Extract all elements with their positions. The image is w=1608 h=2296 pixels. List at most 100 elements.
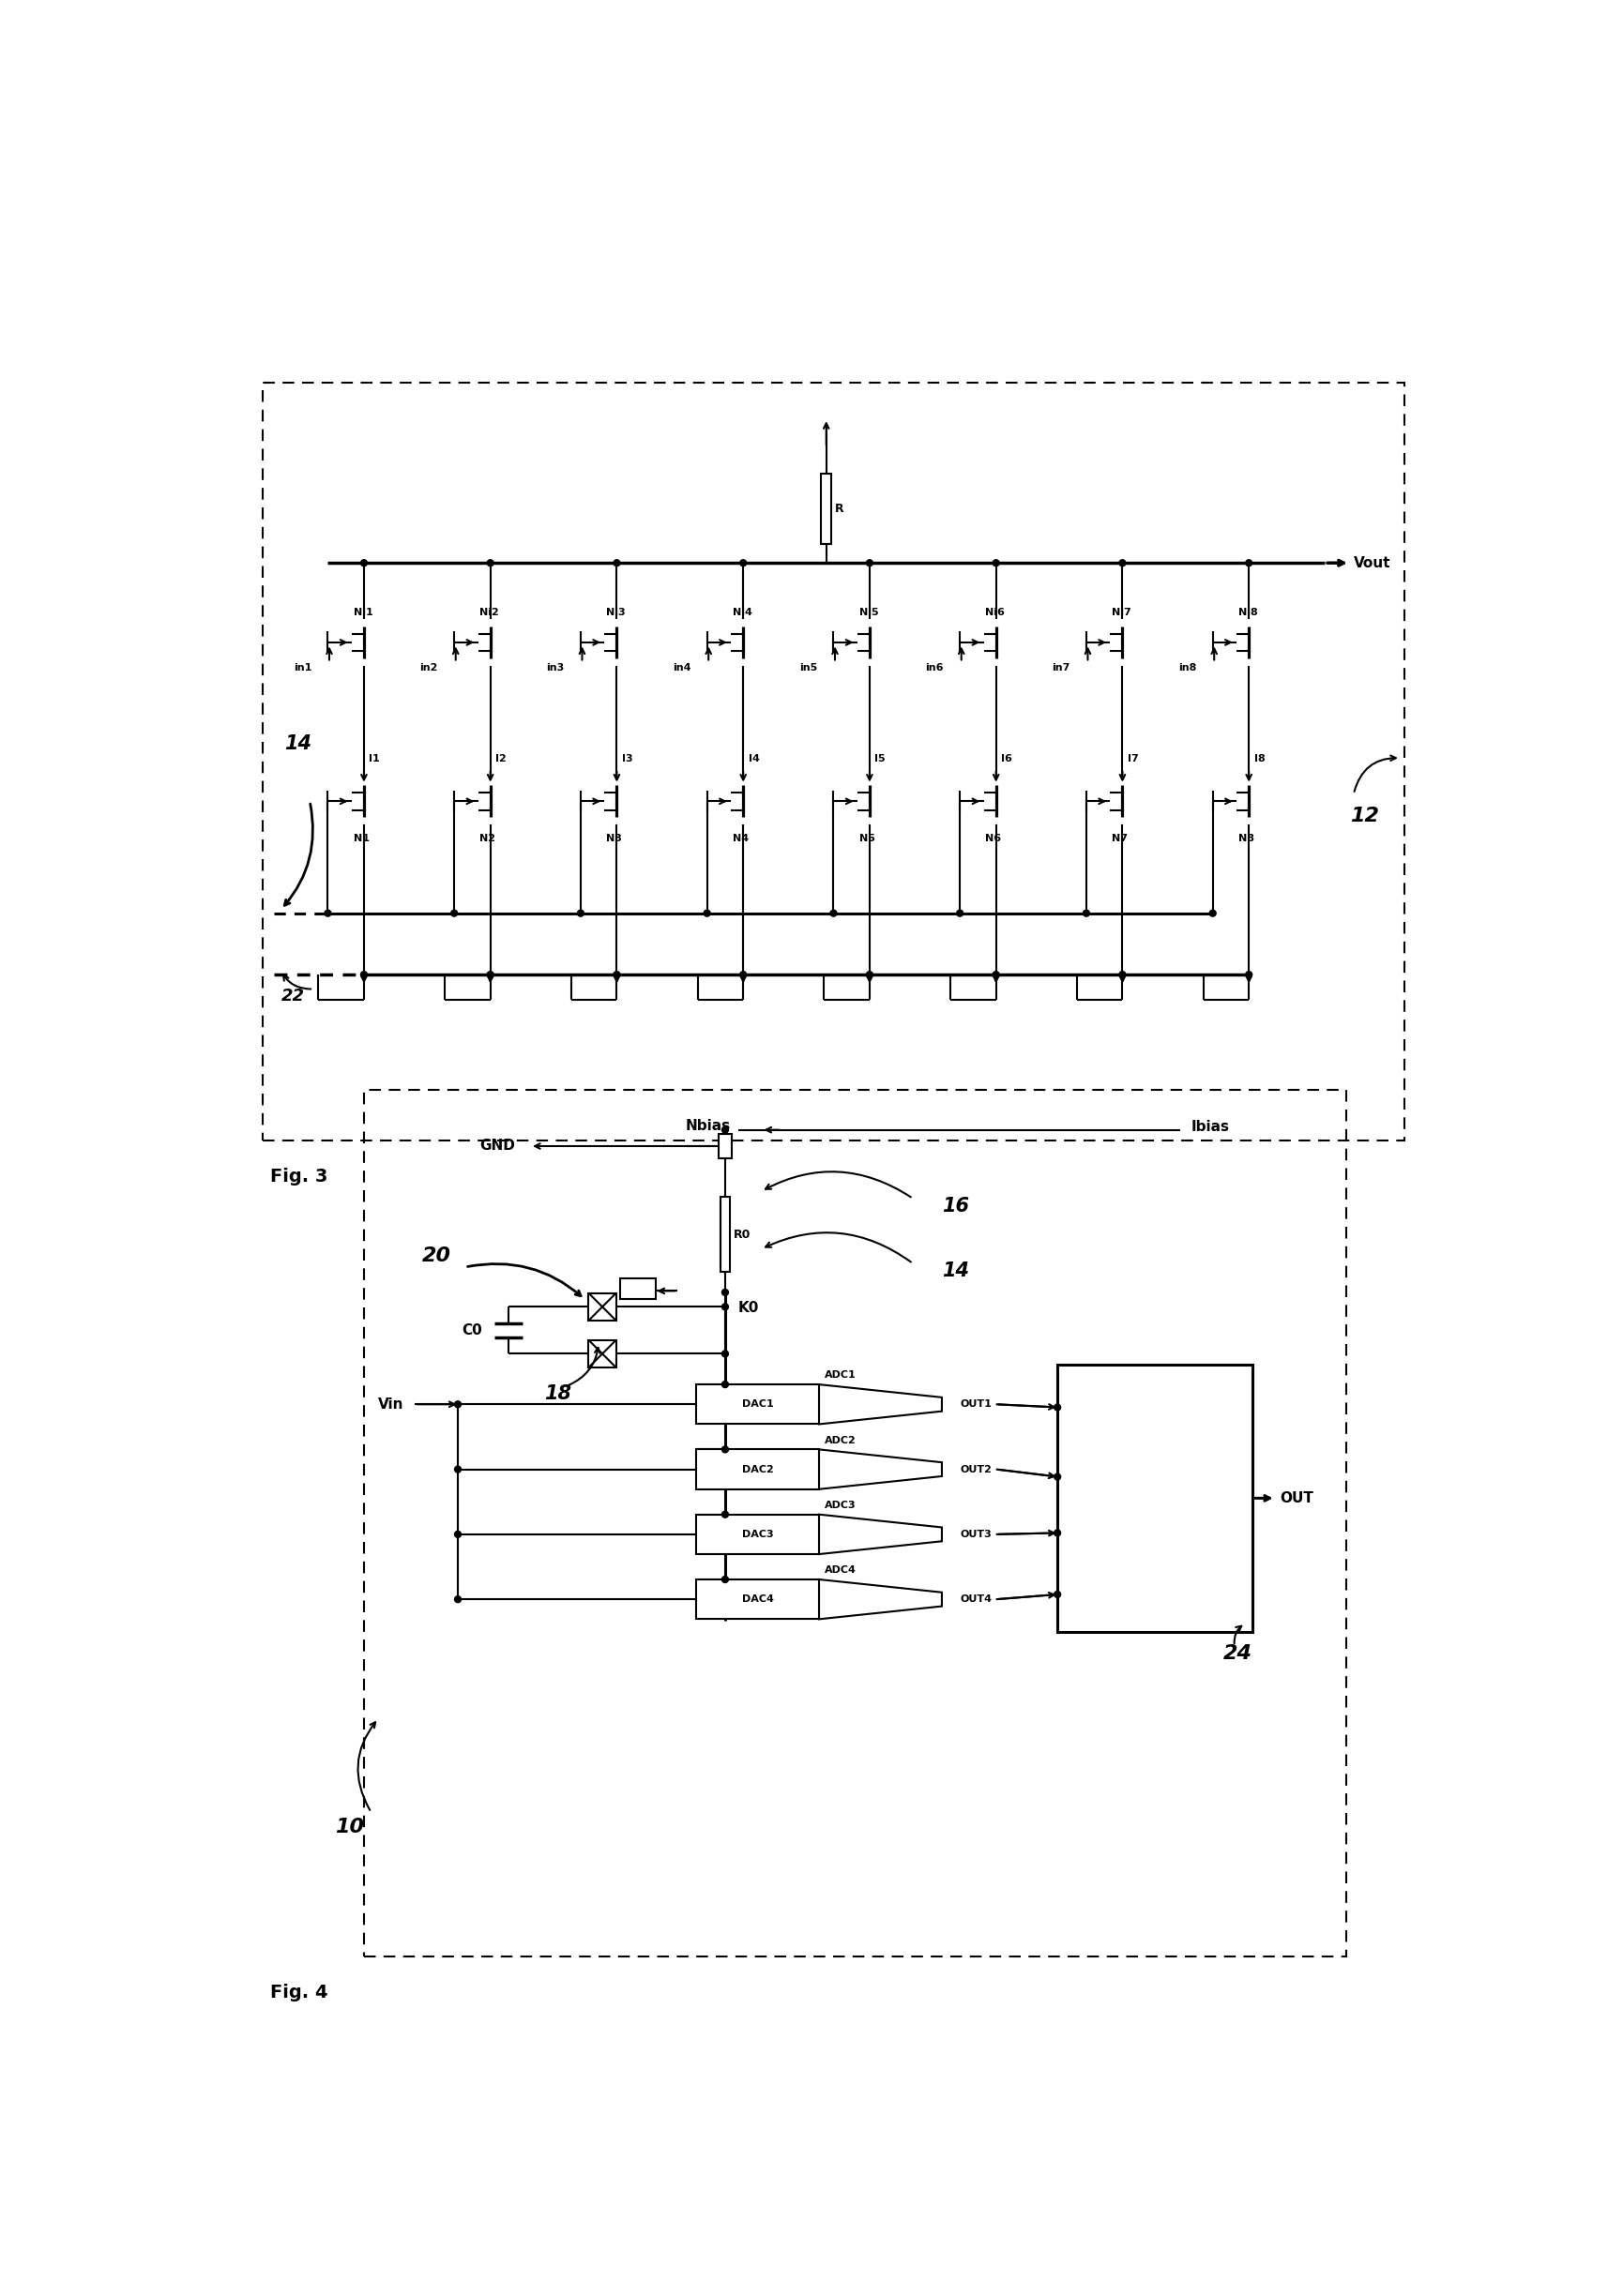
Text: GND: GND	[479, 1139, 515, 1153]
Text: N3: N3	[606, 833, 622, 843]
Text: 12: 12	[1351, 806, 1380, 824]
Text: OUT1: OUT1	[960, 1401, 992, 1410]
Circle shape	[1055, 1405, 1061, 1410]
Text: Ni3: Ni3	[606, 608, 626, 618]
Text: C0: C0	[461, 1322, 482, 1336]
Text: DAC4: DAC4	[741, 1596, 773, 1605]
Text: ADC2: ADC2	[825, 1435, 857, 1444]
Text: 14: 14	[942, 1261, 970, 1281]
Bar	[619, 1279, 656, 1300]
Text: in8: in8	[1179, 664, 1196, 673]
Text: Ni6: Ni6	[986, 608, 1005, 618]
Circle shape	[740, 560, 746, 567]
Text: ADC1: ADC1	[825, 1371, 857, 1380]
Bar	[262, 383, 1404, 1141]
Text: K0: K0	[738, 1302, 759, 1316]
Text: I1: I1	[368, 755, 379, 765]
Text: R0: R0	[733, 1228, 751, 1240]
Circle shape	[360, 971, 367, 978]
Circle shape	[722, 1350, 728, 1357]
Text: N4: N4	[733, 833, 749, 843]
Text: Fig. 3: Fig. 3	[270, 1169, 328, 1185]
Text: I5: I5	[875, 755, 886, 765]
Circle shape	[722, 1288, 728, 1295]
Text: in7: in7	[1052, 664, 1071, 673]
Text: OUT3: OUT3	[960, 1529, 992, 1538]
Text: 22: 22	[281, 987, 304, 1006]
Text: 10: 10	[334, 1818, 363, 1837]
Circle shape	[360, 560, 367, 567]
Circle shape	[1119, 560, 1126, 567]
Circle shape	[722, 1575, 728, 1582]
Circle shape	[455, 1467, 461, 1472]
Text: Vout: Vout	[1354, 556, 1391, 569]
Bar	[696, 1580, 818, 1619]
Circle shape	[722, 1304, 728, 1311]
Text: I7: I7	[1127, 755, 1138, 765]
Text: in5: in5	[799, 664, 817, 673]
Bar	[1058, 1364, 1253, 1632]
Text: in6: in6	[926, 664, 944, 673]
Text: Vin: Vin	[378, 1398, 404, 1412]
Bar	[589, 1293, 616, 1320]
Circle shape	[455, 1401, 461, 1407]
Polygon shape	[818, 1449, 942, 1490]
Text: Ibias: Ibias	[1192, 1120, 1230, 1134]
Circle shape	[1055, 1591, 1061, 1598]
Circle shape	[867, 560, 873, 567]
Circle shape	[722, 1446, 728, 1453]
Circle shape	[577, 909, 584, 916]
Text: ADC4: ADC4	[825, 1566, 857, 1575]
Circle shape	[704, 909, 711, 916]
Polygon shape	[818, 1515, 942, 1554]
Circle shape	[992, 560, 999, 567]
Circle shape	[450, 909, 458, 916]
Text: 20: 20	[421, 1247, 450, 1265]
Text: Ni7: Ni7	[1111, 608, 1130, 618]
Circle shape	[1084, 909, 1090, 916]
Bar	[719, 1134, 732, 1159]
Bar	[696, 1449, 818, 1490]
Text: in4: in4	[672, 664, 691, 673]
Bar	[363, 1091, 1346, 1956]
Circle shape	[830, 909, 836, 916]
Text: 14: 14	[285, 735, 312, 753]
Text: in3: in3	[547, 664, 564, 673]
Circle shape	[487, 971, 494, 978]
Text: N1: N1	[354, 833, 370, 843]
Circle shape	[325, 909, 331, 916]
Circle shape	[1119, 971, 1126, 978]
Bar	[696, 1515, 818, 1554]
Circle shape	[1246, 971, 1253, 978]
Bar	[589, 1341, 616, 1368]
Circle shape	[614, 971, 621, 978]
Text: 16: 16	[942, 1196, 970, 1215]
Text: 18: 18	[545, 1384, 572, 1403]
Circle shape	[867, 971, 873, 978]
Text: Fig. 4: Fig. 4	[270, 1984, 328, 2002]
Circle shape	[614, 560, 621, 567]
Text: I8: I8	[1254, 755, 1265, 765]
Circle shape	[487, 560, 494, 567]
Text: Ni2: Ni2	[479, 608, 498, 618]
Circle shape	[1055, 1474, 1061, 1481]
Polygon shape	[818, 1384, 942, 1424]
Circle shape	[957, 909, 963, 916]
Circle shape	[1055, 1529, 1061, 1536]
Circle shape	[455, 1596, 461, 1603]
Text: I6: I6	[1002, 755, 1011, 765]
Text: N2: N2	[479, 833, 495, 843]
Text: DAC1: DAC1	[741, 1401, 773, 1410]
Text: OUT2: OUT2	[960, 1465, 992, 1474]
Text: N5: N5	[859, 833, 875, 843]
Text: Ni8: Ni8	[1238, 608, 1257, 618]
Text: N6: N6	[986, 833, 1002, 843]
Circle shape	[740, 971, 746, 978]
Text: R: R	[835, 503, 844, 514]
Bar	[720, 1196, 730, 1272]
Circle shape	[722, 1511, 728, 1518]
Circle shape	[1209, 909, 1216, 916]
Text: 24: 24	[1224, 1644, 1253, 1662]
Text: I2: I2	[495, 755, 507, 765]
Circle shape	[722, 1382, 728, 1387]
